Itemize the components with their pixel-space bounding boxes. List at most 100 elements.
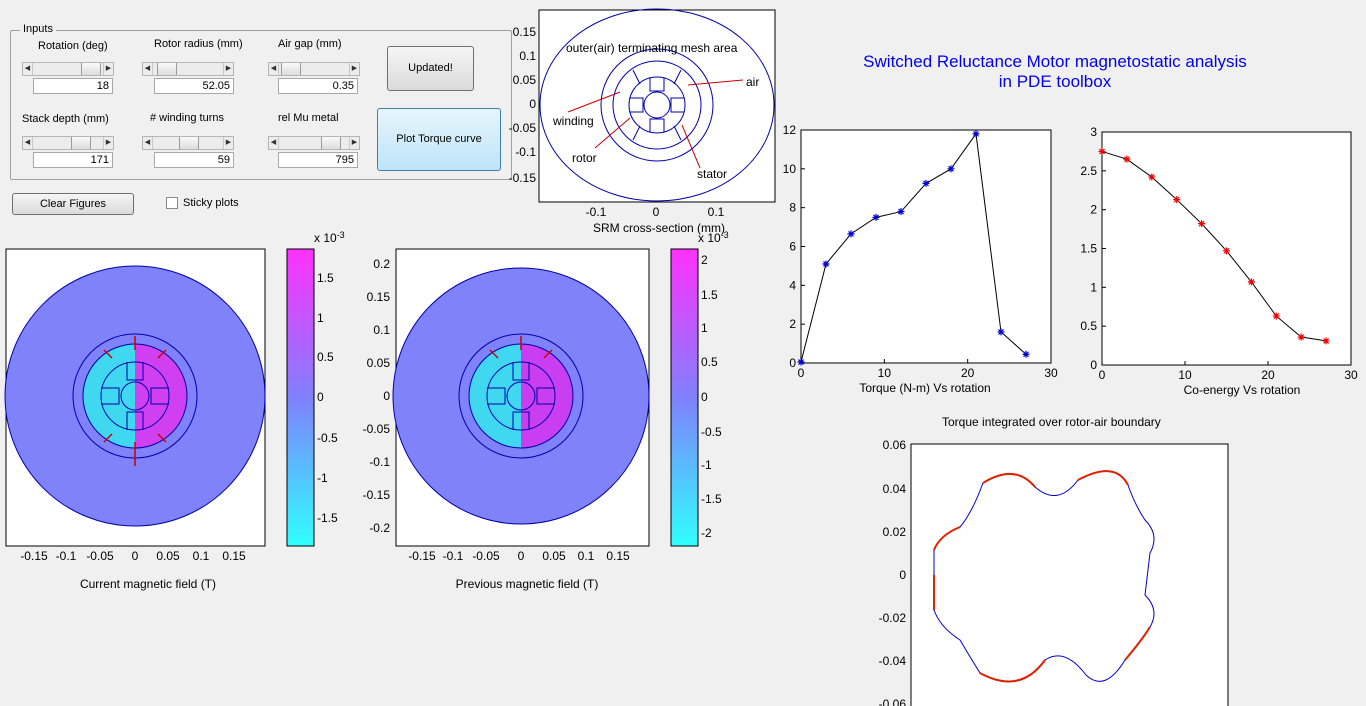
svg-text:0.06: 0.06: [883, 438, 907, 452]
y-tick-label: 2: [789, 317, 796, 331]
stator-shape: [612, 60, 702, 150]
annotation-lines: [567, 79, 744, 169]
slider-left-arrow-icon[interactable]: ◀: [269, 63, 279, 75]
svg-text:1.5: 1.5: [701, 288, 718, 302]
slider-right-arrow-icon[interactable]: ▶: [223, 137, 233, 149]
winding-turns-slider[interactable]: ◀ ▶: [142, 136, 234, 150]
stack-depth-slider[interactable]: ◀ ▶: [22, 136, 114, 150]
updated-button[interactable]: Updated!: [387, 46, 474, 91]
svg-text:-0.02: -0.02: [879, 611, 907, 625]
air-gap-label: Air gap (mm): [278, 38, 342, 50]
boundary-torque-plot: 0.06 0.04 0.02 0 -0.02 -0.04 -0.06: [879, 438, 1229, 706]
rel-mu-field[interactable]: 795: [278, 152, 358, 168]
x-tick-label: 20: [1261, 368, 1275, 382]
slider-thumb[interactable]: [71, 137, 91, 149]
svg-text:0.5: 0.5: [317, 350, 334, 364]
field-arrows: [103, 336, 167, 466]
svg-text:0.1: 0.1: [193, 549, 210, 563]
sticky-plots-checkbox[interactable]: [166, 197, 178, 209]
label-stator: stator: [697, 167, 727, 181]
negative-field-region: [83, 344, 135, 448]
plot-area: [800, 129, 1052, 364]
rotor-radius-slider[interactable]: ◀ ▶: [142, 62, 234, 76]
slider-left-arrow-icon[interactable]: ◀: [143, 63, 153, 75]
plot-torque-curve-button[interactable]: Plot Torque curve: [377, 108, 501, 171]
svg-text:-0.1: -0.1: [586, 205, 607, 219]
slider-right-arrow-icon[interactable]: ▶: [103, 63, 113, 75]
svg-text:2: 2: [701, 253, 708, 267]
data-point-marker: [872, 213, 880, 221]
stack-depth-field[interactable]: 171: [33, 152, 113, 168]
current-field-plot: -0.15 -0.1 -0.05 0 0.05 0.1 0.15 Current…: [4, 230, 345, 591]
slider-left-arrow-icon[interactable]: ◀: [23, 137, 33, 149]
stator-outer-circle: [600, 48, 714, 162]
x-tick-label: 20: [961, 366, 975, 380]
y-tick-labels: 0.06 0.04 0.02 0 -0.02 -0.04 -0.06: [879, 438, 907, 706]
torque-x-label: Torque (N-m) Vs rotation: [859, 381, 990, 395]
data-point-marker: [1272, 312, 1280, 320]
slider-thumb[interactable]: [179, 137, 199, 149]
data-point-marker: [972, 130, 980, 138]
svg-text:-0.05: -0.05: [509, 121, 537, 135]
data-point-marker: [1322, 337, 1330, 345]
label-outer-mesh: outer(air) terminating mesh area: [566, 41, 738, 55]
svg-text:-0.05: -0.05: [363, 422, 391, 436]
data-point-marker: [847, 230, 855, 238]
svg-text:1: 1: [701, 321, 708, 335]
svg-text:0.1: 0.1: [373, 323, 390, 337]
slider-right-arrow-icon[interactable]: ▶: [103, 137, 113, 149]
svg-text:-0.06: -0.06: [879, 697, 907, 706]
rotation-slider[interactable]: ◀ ▶: [22, 62, 114, 76]
slider-thumb[interactable]: [81, 63, 101, 75]
x-tick-labels: -0.1 0 0.1: [586, 205, 725, 219]
y-tick-label: 4: [789, 278, 796, 292]
air-gap-slider[interactable]: ◀ ▶: [268, 62, 360, 76]
y-tick-label: 0.5: [1080, 319, 1097, 333]
slider-thumb[interactable]: [321, 137, 341, 149]
svg-text:0.05: 0.05: [542, 549, 566, 563]
data-point-marker: [1173, 196, 1181, 204]
svg-text:-1: -1: [317, 471, 328, 485]
svg-text:-0.1: -0.1: [515, 145, 536, 159]
svg-text:0: 0: [701, 390, 708, 404]
svg-text:0: 0: [518, 549, 525, 563]
data-point-marker: [997, 328, 1005, 336]
slider-right-arrow-icon[interactable]: ▶: [223, 63, 233, 75]
winding-turns-field[interactable]: 59: [154, 152, 234, 168]
rel-mu-label: rel Mu metal: [278, 112, 339, 124]
colorbar: [286, 248, 315, 547]
torque-chart: 0 2 4 6 8 10 12 0 10 20 30 Torque (N-m) Vs rotatio…: [783, 123, 1058, 395]
colorbar: [670, 248, 699, 547]
svg-text:0.04: 0.04: [883, 482, 907, 496]
svg-text:0.15: 0.15: [222, 549, 246, 563]
slider-thumb[interactable]: [281, 63, 301, 75]
svg-text:0.15: 0.15: [513, 25, 537, 39]
inputs-panel: [10, 30, 512, 180]
series-line: [800, 132, 1027, 363]
clear-figures-button[interactable]: Clear Figures: [12, 193, 134, 215]
svg-text:0.2: 0.2: [373, 257, 390, 271]
y-tick-label: 2.5: [1080, 164, 1097, 178]
svg-text:-0.2: -0.2: [369, 521, 390, 535]
air-gap-field[interactable]: 0.35: [278, 78, 358, 94]
rotor-radius-field[interactable]: 52.05: [154, 78, 234, 94]
slider-thumb[interactable]: [157, 63, 177, 75]
x-tick-label: 30: [1044, 366, 1058, 380]
svg-text:0: 0: [653, 205, 660, 219]
label-rotor: rotor: [572, 151, 597, 165]
svg-text:0: 0: [132, 549, 139, 563]
data-point-marker: [1223, 247, 1230, 255]
slider-left-arrow-icon[interactable]: ◀: [269, 137, 279, 149]
slider-right-arrow-icon[interactable]: ▶: [349, 137, 359, 149]
y-tick-labels: 0.2 0.15 0.1 0.05 0 -0.05 -0.1 -0.15 -0.…: [363, 257, 391, 535]
rotation-field[interactable]: 18: [33, 78, 113, 94]
slider-right-arrow-icon[interactable]: ▶: [349, 63, 359, 75]
rel-mu-slider[interactable]: ◀ ▶: [268, 136, 360, 150]
svg-text:0.05: 0.05: [367, 356, 391, 370]
svg-text:0.02: 0.02: [883, 525, 907, 539]
slider-left-arrow-icon[interactable]: ◀: [23, 63, 33, 75]
svg-text:0: 0: [529, 97, 536, 111]
slider-left-arrow-icon[interactable]: ◀: [143, 137, 153, 149]
colorbar-exponent: x 10-3: [314, 230, 345, 245]
colorbar-tick-labels: 2 1.5 1 0.5 0 -0.5 -1 -1.5 -2: [701, 253, 722, 540]
